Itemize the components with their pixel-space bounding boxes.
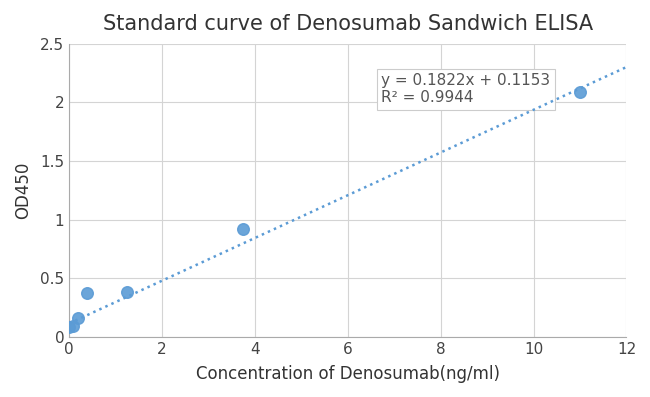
Point	[575, 89, 585, 95]
Point	[73, 315, 83, 321]
Y-axis label: OD450: OD450	[14, 162, 32, 219]
Title: Standard curve of Denosumab Sandwich ELISA: Standard curve of Denosumab Sandwich ELI…	[103, 14, 593, 34]
Point	[68, 323, 79, 329]
Point	[81, 290, 92, 296]
Point	[238, 226, 248, 232]
Point	[122, 289, 133, 295]
Text: y = 0.1822x + 0.1153
R² = 0.9944: y = 0.1822x + 0.1153 R² = 0.9944	[382, 73, 551, 106]
X-axis label: Concentration of Denosumab(ng/ml): Concentration of Denosumab(ng/ml)	[196, 365, 500, 383]
Point	[64, 324, 74, 330]
